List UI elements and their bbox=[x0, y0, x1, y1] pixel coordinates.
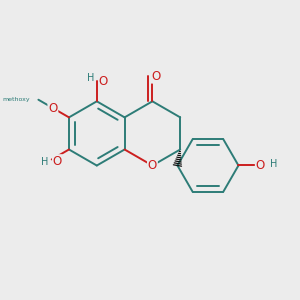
Text: O: O bbox=[53, 155, 62, 168]
Text: H: H bbox=[270, 160, 277, 170]
Text: methoxy: methoxy bbox=[2, 97, 30, 102]
Text: H: H bbox=[87, 73, 95, 83]
Text: H: H bbox=[41, 157, 49, 166]
Text: O: O bbox=[148, 159, 157, 172]
Text: O: O bbox=[256, 159, 265, 172]
Text: O: O bbox=[152, 70, 161, 83]
Text: O: O bbox=[48, 102, 58, 115]
Text: O: O bbox=[99, 75, 108, 88]
